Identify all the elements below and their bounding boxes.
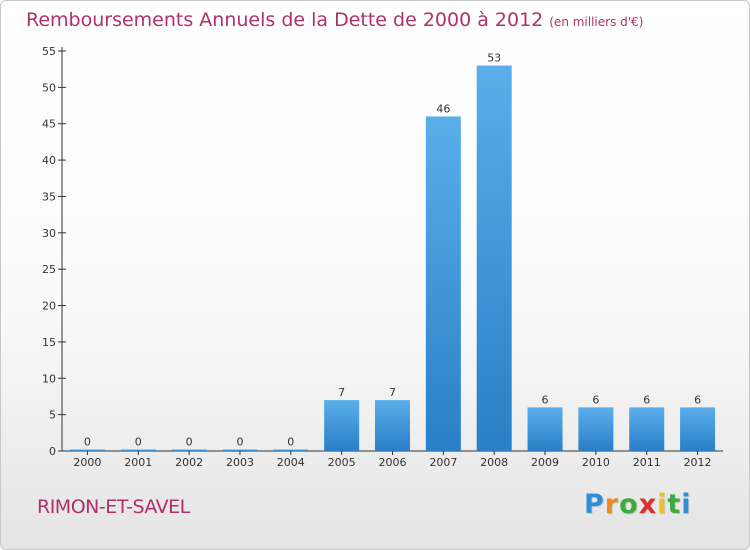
value-label-2012: 6 <box>694 393 701 406</box>
value-label-2005: 7 <box>338 386 345 399</box>
logo-letter: i <box>681 489 692 520</box>
value-label-2003: 0 <box>236 436 243 449</box>
y-tick-label: 40 <box>42 154 56 167</box>
y-tick-label: 35 <box>42 190 56 203</box>
x-tick-label-2007: 2007 <box>429 456 457 469</box>
x-tick-label-2009: 2009 <box>531 456 559 469</box>
commune-name: RIMON-ET-SAVEL <box>37 496 190 518</box>
y-tick-label: 15 <box>42 336 56 349</box>
x-tick-label-2002: 2002 <box>175 456 203 469</box>
y-tick-label: 0 <box>49 445 56 458</box>
logo-letter: i <box>657 489 668 520</box>
bar-2006 <box>375 400 410 451</box>
x-tick-label-2005: 2005 <box>328 456 356 469</box>
y-tick-label: 25 <box>42 263 56 276</box>
bar-2000 <box>69 449 105 451</box>
bar-2001 <box>120 449 156 451</box>
logo-letter: x <box>638 489 658 520</box>
chart-unit-note: (en milliers d'€) <box>549 15 644 29</box>
y-tick-label: 10 <box>42 372 56 385</box>
x-tick-label-2010: 2010 <box>582 456 610 469</box>
bar-2004 <box>273 449 309 451</box>
value-label-2010: 6 <box>592 393 599 406</box>
value-label-2002: 0 <box>186 436 193 449</box>
y-tick-label: 30 <box>42 227 56 240</box>
x-tick-label-2001: 2001 <box>124 456 152 469</box>
x-tick-label-2000: 2000 <box>73 456 101 469</box>
bar-2007 <box>425 116 461 452</box>
value-label-2001: 0 <box>135 436 142 449</box>
x-tick-label-2006: 2006 <box>379 456 407 469</box>
bar-2011 <box>629 407 665 451</box>
x-tick-label-2003: 2003 <box>226 456 254 469</box>
value-label-2004: 0 <box>287 436 294 449</box>
y-tick-label: 20 <box>42 300 56 313</box>
bar-2012 <box>680 407 716 451</box>
y-tick-label: 55 <box>42 45 56 58</box>
y-tick-label: 50 <box>42 81 56 94</box>
chart-title-text: Remboursements Annuels de la Dette de 20… <box>26 9 544 31</box>
x-tick-label-2004: 2004 <box>277 456 305 469</box>
logo-letter: P <box>584 489 605 520</box>
bar-2005 <box>324 400 360 451</box>
bar-2009 <box>527 407 563 451</box>
value-label-2011: 6 <box>643 393 650 406</box>
x-tick-label-2008: 2008 <box>480 456 508 469</box>
logo-letter: o <box>619 489 639 520</box>
chart-title: Remboursements Annuels de la Dette de 20… <box>26 9 643 31</box>
value-label-2000: 0 <box>84 436 91 449</box>
bar-2010 <box>578 407 614 451</box>
y-tick-label: 5 <box>49 409 56 422</box>
y-tick-label: 45 <box>42 118 56 131</box>
bar-2008 <box>476 65 512 451</box>
logo-letter: r <box>604 489 620 520</box>
bar-2003 <box>222 449 258 451</box>
x-tick-label-2012: 2012 <box>684 456 712 469</box>
x-tick-label-2011: 2011 <box>633 456 661 469</box>
value-label-2007: 46 <box>436 102 450 115</box>
proxiti-logo[interactable]: Proxiti <box>584 489 692 520</box>
value-label-2008: 53 <box>487 52 501 65</box>
logo-letter: t <box>667 489 682 520</box>
value-label-2009: 6 <box>542 393 549 406</box>
value-label-2006: 7 <box>389 386 396 399</box>
bar-2002 <box>171 449 207 451</box>
